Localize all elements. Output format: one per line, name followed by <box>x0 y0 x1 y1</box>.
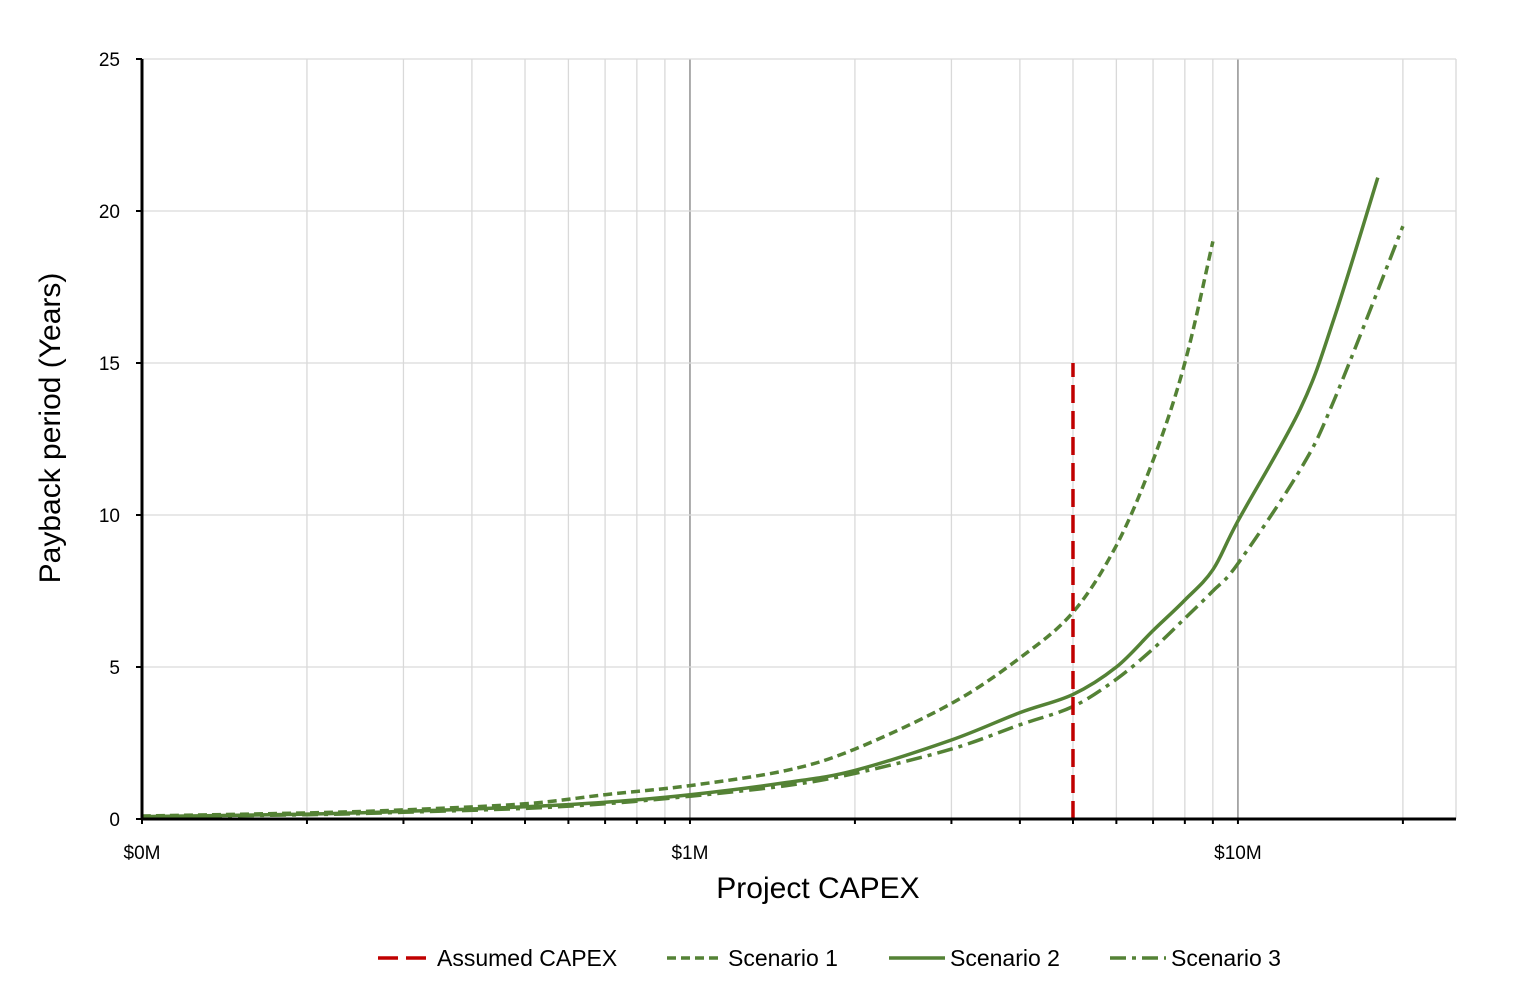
y-tick-label: 5 <box>109 658 120 679</box>
legend-item-scenario-1: Scenario 1 <box>667 945 838 971</box>
y-tick-label: 10 <box>99 506 120 527</box>
series-line-s3 <box>142 226 1403 817</box>
legend: Assumed CAPEX Scenario 1 Scenario 2 Scen… <box>378 945 1281 971</box>
y-tick-label: 15 <box>99 354 120 375</box>
legend-label-scenario-3: Scenario 3 <box>1171 945 1281 971</box>
legend-label-scenario-2: Scenario 2 <box>950 945 1060 971</box>
y-tick-label: 20 <box>99 202 120 223</box>
legend-item-scenario-2: Scenario 2 <box>889 945 1060 971</box>
gridlines <box>142 59 1456 819</box>
y-tick-label: 25 <box>99 50 120 71</box>
legend-item-assumed-capex: Assumed CAPEX <box>378 945 617 971</box>
x-tick-label: $10M <box>1214 843 1262 864</box>
series-lines <box>142 178 1403 819</box>
tick-labels: 0 5 10 15 20 25 $0M $1M $10M <box>99 50 1262 864</box>
axes <box>136 59 1456 824</box>
legend-label-scenario-1: Scenario 1 <box>728 945 838 971</box>
y-tick-label: 0 <box>109 810 120 831</box>
legend-label-assumed-capex: Assumed CAPEX <box>437 945 617 971</box>
x-tick-label: $1M <box>671 843 708 864</box>
series-line-s1 <box>142 241 1213 816</box>
series-line-s2 <box>142 178 1378 817</box>
y-axis-title: Payback period (Years) <box>34 273 67 584</box>
x-tick-label: $0M <box>124 843 161 864</box>
x-axis-title: Project CAPEX <box>716 872 919 905</box>
legend-item-scenario-3: Scenario 3 <box>1110 945 1281 971</box>
